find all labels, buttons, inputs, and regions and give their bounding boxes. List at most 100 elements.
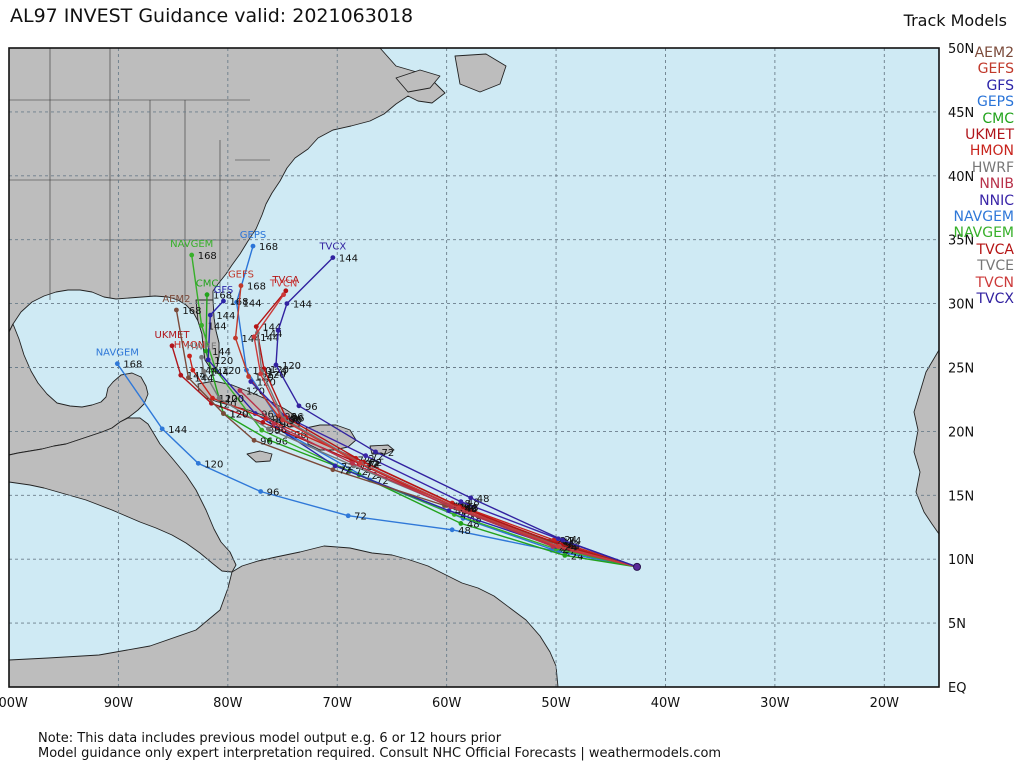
- hour-label: 144: [263, 329, 282, 340]
- track-point: [357, 460, 363, 466]
- hour-label: 72: [369, 458, 382, 469]
- track-point: [284, 301, 290, 306]
- hour-label: 120: [222, 366, 241, 377]
- hour-label: 72: [341, 462, 354, 473]
- track-point: [458, 521, 464, 526]
- page-title: AL97 INVEST Guidance valid: 2021063018: [10, 5, 414, 27]
- lon-label: 100W: [0, 696, 28, 711]
- track-point: [199, 354, 204, 360]
- lon-label: 50W: [541, 696, 571, 711]
- lat-label: 25N: [948, 362, 974, 377]
- hour-label: 144: [339, 254, 358, 265]
- legend-item-navgem: NAVGEM: [953, 209, 1014, 226]
- storm-start-marker: [633, 562, 642, 571]
- track-point: [265, 426, 271, 432]
- track-end-label: HMON: [174, 340, 206, 351]
- hour-label: 72: [354, 512, 367, 523]
- legend-item-ukmet: UKMET: [965, 127, 1014, 144]
- track-point: [204, 292, 210, 298]
- hour-label: 144: [243, 298, 262, 309]
- track-point: [350, 460, 355, 466]
- cuba-land: [197, 380, 301, 428]
- hour-label: 72: [365, 471, 378, 482]
- legend-item-gefs: GEFS: [977, 61, 1014, 78]
- track-point: [555, 544, 561, 549]
- track-point: [187, 353, 192, 359]
- legend: AEM2 GEFS GFS GEPS CMC UKMET HMON HWRF NNIB NNIC N…: [953, 45, 1014, 308]
- hour-label: 24: [564, 548, 577, 559]
- track-point: [456, 505, 462, 511]
- hour-label: 120: [219, 394, 238, 405]
- track-point: [449, 527, 455, 533]
- track-end-label: NAVGEM: [170, 239, 213, 250]
- hour-label: 72: [372, 452, 385, 463]
- hour-label: 120: [217, 399, 236, 410]
- hour-label: 120: [268, 367, 287, 378]
- track-point: [221, 298, 226, 304]
- track-point: [283, 288, 289, 294]
- hour-label: 144: [194, 374, 213, 385]
- hour-label: 144: [262, 323, 281, 334]
- track-point: [246, 374, 252, 379]
- africa-coast-land: [913, 349, 940, 535]
- track-point: [169, 343, 175, 349]
- hour-label: 96: [275, 436, 288, 447]
- hour-label: 120: [257, 378, 276, 389]
- hour-label: 96: [280, 420, 293, 431]
- hour-label: 24: [571, 551, 584, 562]
- track-point: [216, 395, 222, 401]
- hour-label: 48: [466, 503, 479, 514]
- hour-label: 72: [360, 462, 373, 473]
- lat-label: 5N: [948, 617, 966, 632]
- legend-item-navgem: NAVGEM: [953, 225, 1014, 242]
- hour-label: 48: [477, 494, 490, 505]
- lon-label: 80W: [213, 696, 243, 711]
- track-point: [258, 489, 264, 494]
- track-point: [258, 371, 264, 377]
- track-end-label: UKMET: [155, 330, 191, 341]
- track-end-label: GEFS: [228, 270, 254, 281]
- legend-item-tvca: TVCA: [976, 241, 1014, 258]
- hour-label: 168: [247, 282, 266, 293]
- lat-label: 50N: [948, 42, 974, 57]
- hour-label: 144: [241, 334, 260, 345]
- state-borders: [9, 48, 270, 300]
- hour-label: 72: [339, 466, 352, 477]
- newfoundland-land: [454, 53, 507, 93]
- track-point: [275, 328, 281, 333]
- legend-item-cmc: CMC: [982, 110, 1014, 127]
- hour-label: 96: [267, 487, 280, 498]
- track-end-label: HWRF: [187, 341, 217, 352]
- lon-label: 70W: [323, 696, 353, 711]
- hour-label: 48: [467, 519, 480, 530]
- track-point: [201, 368, 207, 374]
- track-point: [189, 252, 195, 258]
- florida-land: [195, 299, 220, 370]
- track-point: [250, 243, 256, 249]
- track-point: [159, 426, 165, 432]
- longitude-labels: 100W 90W 80W 70W 60W 50W 40W 30W 20W: [0, 696, 899, 711]
- note-line-1: Note: This data includes previous model …: [38, 731, 502, 746]
- track-line: [191, 254, 638, 568]
- hour-label: 96: [290, 415, 303, 426]
- track-point: [210, 395, 215, 401]
- track-point: [221, 411, 226, 416]
- track-end-label: TVCX: [318, 242, 346, 253]
- lat-label: 20N: [948, 425, 974, 440]
- hour-label: 168: [198, 251, 217, 262]
- hour-label: 144: [210, 367, 229, 378]
- hour-label: 48: [467, 498, 480, 509]
- track-end-label: GFS: [214, 285, 234, 296]
- track-point: [458, 499, 464, 505]
- central-america-land: [8, 417, 237, 573]
- hour-label: 144: [212, 347, 231, 358]
- legend-item-tvcn: TVCN: [975, 274, 1014, 291]
- nova-scotia-land: [395, 69, 441, 93]
- south-america-land: [8, 545, 559, 688]
- lat-label: 40N: [948, 170, 974, 185]
- track-point: [251, 334, 257, 340]
- track-point: [446, 508, 452, 514]
- track-point: [238, 283, 244, 289]
- track-point: [468, 495, 474, 501]
- lon-label: 60W: [432, 696, 462, 711]
